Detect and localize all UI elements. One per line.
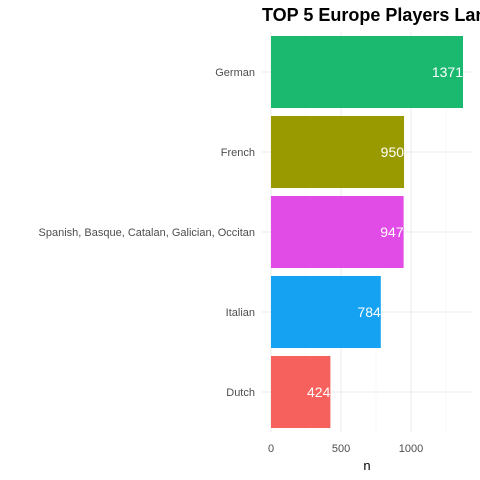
bar-1 (271, 116, 405, 188)
bar-0 (271, 36, 463, 108)
x-tick-label-1: 500 (332, 443, 350, 455)
x-axis-title: n (363, 458, 370, 473)
category-label-2: Spanish, Basque, Catalan, Galician, Occi… (39, 227, 255, 239)
data-label-0: 1371 (432, 64, 463, 80)
x-tick-labels: 0 500 1000 (268, 443, 423, 455)
bars (271, 36, 463, 428)
data-label-3: 784 (357, 304, 381, 320)
data-label-4: 424 (307, 384, 331, 400)
category-label-3: Italian (226, 307, 255, 319)
bar-4 (271, 356, 331, 428)
bar-2 (271, 196, 404, 268)
chart-title: TOP 5 Europe Players Languages (262, 5, 480, 25)
data-labels: 1371 950 947 784 424 (307, 64, 463, 400)
data-label-1: 950 (381, 144, 405, 160)
category-label-1: French (221, 147, 255, 159)
x-tick-label-2: 1000 (399, 443, 423, 455)
x-tick-label-0: 0 (268, 443, 274, 455)
data-label-2: 947 (380, 224, 404, 240)
category-label-4: Dutch (226, 387, 255, 399)
category-label-0: German (215, 67, 255, 79)
category-labels: German French Spanish, Basque, Catalan, Ga… (39, 67, 255, 399)
bar-3 (271, 276, 381, 348)
